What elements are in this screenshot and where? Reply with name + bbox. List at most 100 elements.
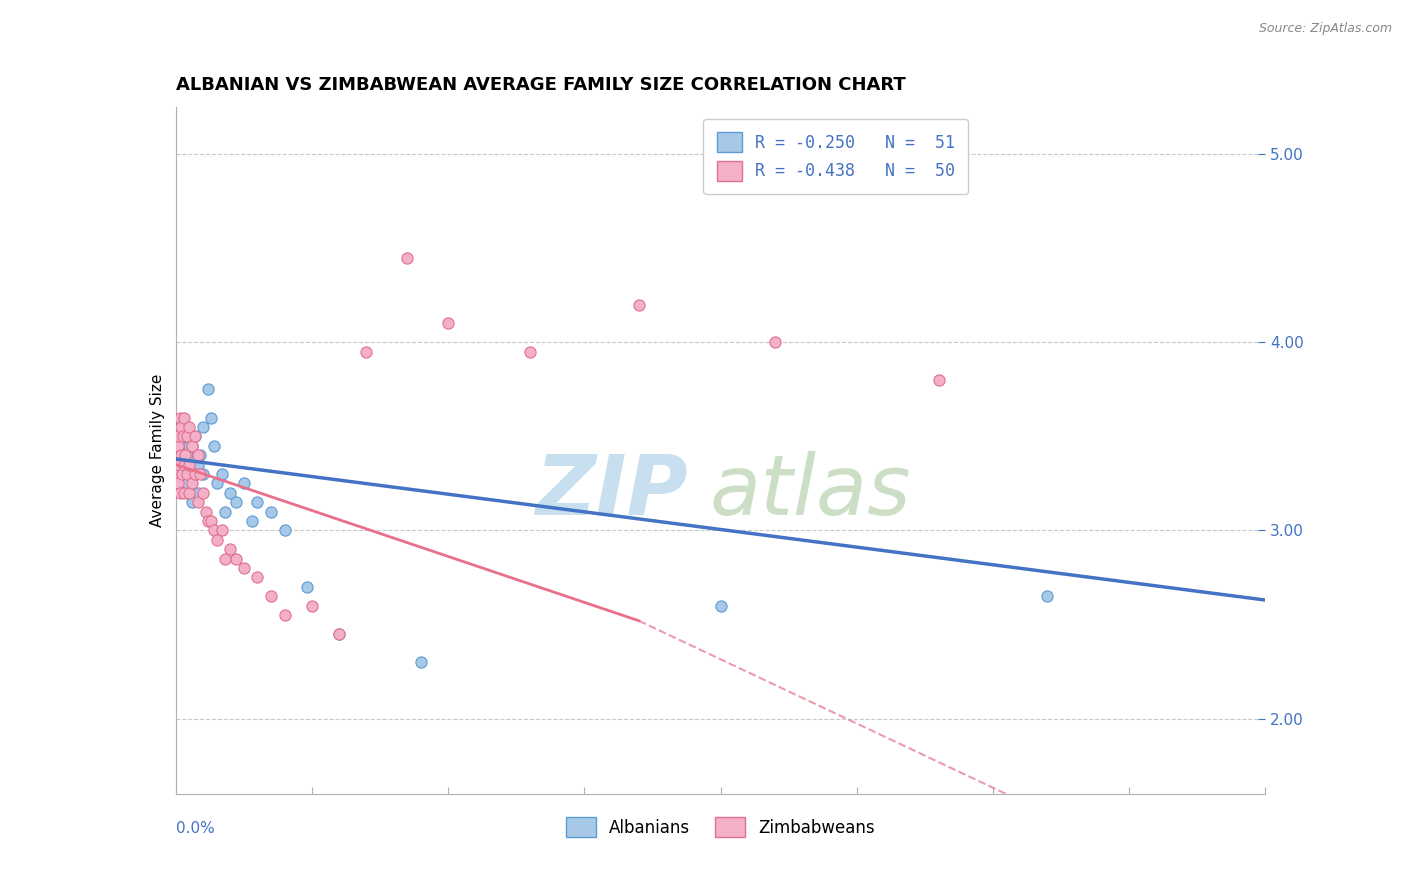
Point [167,429,190,443]
Point [184,429,207,443]
Point [184,458,207,472]
Point [627,298,650,312]
Point [167,458,190,472]
Point [172,420,194,434]
Point [191,420,214,434]
Point [167,467,190,481]
Point [173,429,195,443]
Text: ZIP: ZIP [536,451,688,533]
Point [188,448,211,462]
Point [170,467,193,481]
Point [214,551,236,566]
Point [179,420,201,434]
Point [179,467,201,481]
Y-axis label: Average Family Size: Average Family Size [149,374,165,527]
Point [301,599,323,613]
Point [181,495,204,509]
Point [176,476,198,491]
Point [184,429,207,443]
Point [260,589,283,603]
Point [437,317,460,331]
Point [232,476,254,491]
Point [167,429,190,443]
Point [191,485,214,500]
Point [246,570,269,584]
Point [173,448,195,462]
Point [176,448,198,462]
Point [328,627,350,641]
Point [179,439,201,453]
Point [409,655,432,669]
Point [170,448,193,462]
Point [179,458,201,472]
Point [176,429,198,443]
Point [211,524,233,538]
Point [188,467,211,481]
Point [205,533,228,547]
Point [170,467,193,481]
Point [710,599,733,613]
Text: atlas: atlas [710,451,911,533]
Point [179,485,201,500]
Point [170,439,193,453]
Point [246,495,269,509]
Point [260,505,283,519]
Point [176,429,198,443]
Point [170,420,193,434]
Point [202,439,225,453]
Point [295,580,318,594]
Point [173,476,195,491]
Point [174,448,197,462]
Text: ALBANIAN VS ZIMBABWEAN AVERAGE FAMILY SIZE CORRELATION CHART: ALBANIAN VS ZIMBABWEAN AVERAGE FAMILY SI… [176,77,905,95]
Point [167,439,190,453]
Point [167,448,190,462]
Point [186,495,209,509]
Point [328,627,350,641]
Point [186,448,209,462]
Point [202,524,225,538]
Point [169,485,191,500]
Point [211,467,233,481]
Point [169,467,191,481]
Point [166,458,188,472]
Point [186,485,209,500]
Point [197,514,219,528]
Point [274,608,297,623]
Point [219,542,242,557]
Point [174,458,197,472]
Point [169,420,191,434]
Point [181,467,204,481]
Point [167,458,190,472]
Point [214,505,236,519]
Point [219,485,242,500]
Point [179,485,201,500]
Point [200,410,222,425]
Legend: Albanians, Zimbabweans: Albanians, Zimbabweans [560,810,882,844]
Point [194,505,217,519]
Point [928,373,950,387]
Point [763,335,786,350]
Point [184,467,207,481]
Point [181,439,204,453]
Text: 0.0%: 0.0% [176,822,215,837]
Point [181,439,204,453]
Point [167,476,190,491]
Point [176,467,198,481]
Point [169,448,191,462]
Point [170,458,193,472]
Point [197,382,219,396]
Point [173,410,195,425]
Point [173,485,195,500]
Point [396,251,419,265]
Point [186,458,209,472]
Point [1036,589,1059,603]
Point [167,439,190,453]
Point [232,561,254,575]
Point [225,551,247,566]
Point [225,495,247,509]
Point [172,429,194,443]
Point [274,524,297,538]
Point [205,476,228,491]
Point [169,410,191,425]
Point [519,344,541,359]
